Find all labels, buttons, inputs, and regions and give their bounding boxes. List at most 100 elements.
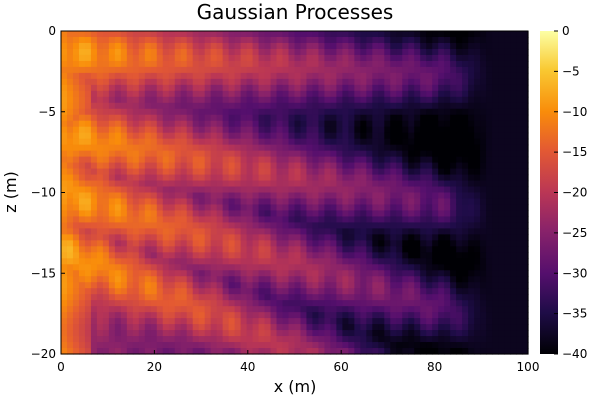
heatmap-cell bbox=[408, 54, 415, 62]
heatmap-cell bbox=[90, 336, 98, 343]
heatmap-cell bbox=[132, 48, 140, 56]
heatmap-cell bbox=[474, 180, 481, 188]
heatmap-cell bbox=[450, 186, 457, 194]
heatmap-cell bbox=[84, 102, 92, 110]
heatmap-cell bbox=[240, 102, 248, 110]
heatmap-cell bbox=[174, 210, 182, 218]
heatmap-cell bbox=[480, 162, 487, 170]
heatmap-cell bbox=[210, 192, 218, 200]
heatmap-cell bbox=[360, 168, 367, 176]
heatmap-cell bbox=[252, 120, 260, 128]
heatmap-cell bbox=[174, 132, 182, 140]
heatmap-cell bbox=[162, 60, 170, 68]
heatmap-cell bbox=[78, 282, 86, 289]
heatmap-cell bbox=[162, 120, 170, 128]
heatmap-cell bbox=[342, 216, 349, 224]
heatmap-cell bbox=[126, 66, 134, 74]
heatmap-cell bbox=[192, 264, 200, 271]
heatmap-cell bbox=[204, 114, 212, 122]
heatmap-cell bbox=[414, 330, 421, 337]
heatmap-cell bbox=[480, 36, 487, 44]
heatmap-cell bbox=[516, 312, 523, 319]
heatmap-cell bbox=[336, 342, 343, 349]
heatmap-cell bbox=[444, 156, 451, 164]
heatmap-cell bbox=[516, 102, 523, 110]
heatmap-cell bbox=[306, 252, 314, 259]
heatmap-cell bbox=[504, 162, 511, 170]
heatmap-cell bbox=[204, 264, 212, 271]
heatmap-cell bbox=[84, 36, 92, 44]
heatmap-cell bbox=[444, 330, 451, 337]
heatmap-cell bbox=[126, 48, 134, 56]
heatmap-cell bbox=[234, 276, 242, 283]
heatmap-cell bbox=[270, 204, 278, 212]
heatmap-cell bbox=[210, 156, 218, 164]
heatmap-cell bbox=[126, 324, 134, 331]
heatmap-cell bbox=[228, 324, 236, 331]
heatmap-cell bbox=[258, 258, 266, 265]
heatmap-cell bbox=[108, 348, 116, 355]
heatmap-cell bbox=[384, 312, 391, 319]
heatmap-cell bbox=[510, 102, 517, 110]
heatmap-cell bbox=[408, 264, 415, 271]
heatmap-cell bbox=[396, 252, 403, 259]
heatmap-cell bbox=[234, 31, 242, 38]
heatmap-cell bbox=[198, 66, 206, 74]
heatmap-cell bbox=[66, 102, 74, 110]
heatmap-cell bbox=[144, 264, 152, 271]
heatmap-cell bbox=[468, 48, 475, 56]
heatmap-cell bbox=[462, 168, 469, 176]
heatmap-cell bbox=[456, 252, 463, 259]
heatmap-cell bbox=[72, 162, 80, 170]
heatmap-cell bbox=[144, 42, 152, 50]
heatmap-cell bbox=[408, 342, 415, 349]
heatmap-cell bbox=[408, 216, 415, 224]
heatmap-cell bbox=[144, 126, 152, 134]
heatmap-cell bbox=[61, 282, 68, 289]
heatmap-cell bbox=[162, 264, 170, 271]
heatmap-cell bbox=[252, 144, 260, 152]
heatmap-cell bbox=[402, 48, 409, 56]
heatmap-cell bbox=[438, 282, 445, 289]
heatmap-cell bbox=[78, 168, 86, 176]
heatmap-cell bbox=[396, 114, 403, 122]
heatmap-cell bbox=[480, 180, 487, 188]
heatmap-cell bbox=[432, 132, 439, 140]
heatmap-cell bbox=[108, 282, 116, 289]
heatmap-cell bbox=[516, 72, 523, 80]
heatmap-cell bbox=[108, 198, 116, 206]
heatmap-cell bbox=[180, 330, 188, 337]
heatmap-cell bbox=[198, 210, 206, 218]
heatmap-cell bbox=[61, 48, 68, 56]
heatmap-cell bbox=[228, 96, 236, 104]
heatmap-cell bbox=[294, 342, 302, 349]
heatmap-cell bbox=[450, 222, 457, 229]
heatmap-cell bbox=[174, 216, 182, 224]
heatmap-cell bbox=[438, 252, 445, 259]
heatmap-cell bbox=[354, 288, 361, 295]
heatmap-cell bbox=[468, 210, 475, 218]
heatmap-cell bbox=[312, 300, 320, 307]
heatmap-cell bbox=[114, 288, 122, 295]
heatmap-cell bbox=[102, 96, 110, 104]
heatmap-cell bbox=[90, 324, 98, 331]
heatmap-cell bbox=[138, 246, 146, 253]
heatmap-cell bbox=[126, 192, 134, 200]
heatmap-cell bbox=[156, 246, 164, 253]
heatmap-cell bbox=[84, 96, 92, 104]
heatmap-cell bbox=[432, 222, 439, 229]
heatmap-cell bbox=[324, 270, 332, 277]
heatmap-cell bbox=[498, 318, 505, 325]
heatmap-cell bbox=[402, 330, 409, 337]
heatmap-cell bbox=[522, 42, 529, 50]
heatmap-cell bbox=[114, 102, 122, 110]
heatmap-cell bbox=[516, 300, 523, 307]
heatmap-cell bbox=[144, 72, 152, 80]
heatmap-cell bbox=[300, 168, 308, 176]
heatmap-cell bbox=[180, 282, 188, 289]
heatmap-cell bbox=[90, 234, 98, 241]
heatmap-cell bbox=[426, 96, 433, 104]
heatmap-cell bbox=[114, 210, 122, 218]
heatmap-cell bbox=[384, 102, 391, 110]
heatmap-cell bbox=[420, 48, 427, 56]
